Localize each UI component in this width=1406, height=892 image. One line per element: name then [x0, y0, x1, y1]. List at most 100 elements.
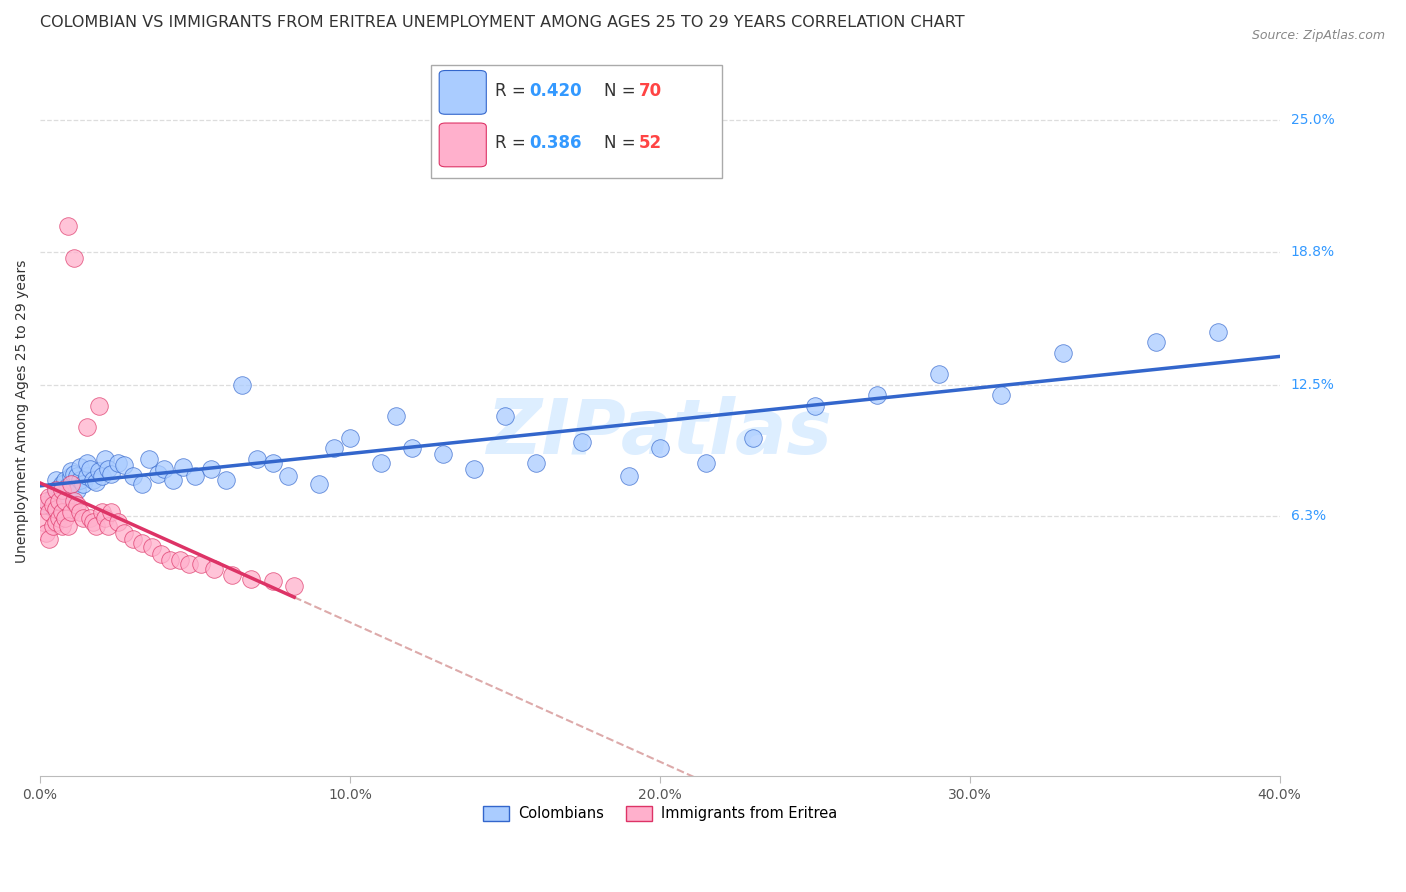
Point [53, 511, 76, 525]
Point [53, 494, 76, 508]
Point [35, 525, 58, 540]
Point [91, 468, 114, 483]
Point [76, 468, 98, 483]
Point [184, 468, 207, 483]
Point [51, 504, 73, 518]
Point [66, 498, 89, 512]
Point [385, 409, 408, 424]
Point [524, 456, 547, 470]
Point [122, 532, 145, 546]
Point [84, 519, 107, 533]
Point [100, 504, 122, 518]
Point [72, 511, 94, 525]
Point [63, 475, 86, 489]
Point [51, 488, 73, 502]
Point [51, 477, 73, 491]
Point [866, 388, 889, 402]
Point [41, 498, 63, 512]
Point [146, 467, 169, 481]
Point [463, 462, 485, 476]
Point [571, 434, 593, 449]
Point [91, 504, 114, 518]
Point [401, 441, 423, 455]
Point [56, 479, 79, 493]
Point [76, 456, 98, 470]
Text: 0.420: 0.420 [530, 82, 582, 100]
Point [162, 473, 184, 487]
Text: ZIPatlas: ZIPatlas [486, 396, 832, 470]
Point [48, 494, 70, 508]
Text: 0.386: 0.386 [530, 135, 582, 153]
Point [741, 431, 763, 445]
Point [990, 388, 1012, 402]
Point [63, 494, 86, 508]
Point [138, 451, 160, 466]
Point [87, 399, 110, 413]
Text: R =: R = [495, 135, 531, 153]
Point [84, 475, 107, 489]
Point [370, 456, 392, 470]
Point [1144, 335, 1167, 350]
Point [94, 511, 117, 525]
FancyBboxPatch shape [430, 65, 721, 178]
Point [35, 494, 58, 508]
Point [38, 532, 60, 546]
Point [60, 504, 83, 518]
Point [38, 504, 60, 518]
Point [803, 399, 825, 413]
Point [79, 462, 101, 476]
Text: R =: R = [495, 82, 531, 100]
Text: 70: 70 [638, 82, 662, 100]
Point [648, 441, 671, 455]
Point [494, 409, 516, 424]
Point [51, 483, 73, 498]
Point [200, 462, 222, 476]
Point [56, 219, 79, 234]
Text: 25.0%: 25.0% [1291, 113, 1334, 128]
Point [76, 420, 98, 434]
Point [41, 490, 63, 504]
Point [262, 574, 284, 589]
Point [190, 558, 212, 572]
Point [45, 502, 67, 516]
Point [122, 468, 145, 483]
Point [246, 451, 269, 466]
Point [69, 504, 91, 518]
Point [32, 515, 55, 529]
Point [63, 251, 86, 265]
Point [221, 568, 243, 582]
Point [60, 477, 83, 491]
Point [79, 511, 101, 525]
Point [617, 468, 640, 483]
Y-axis label: Unemployment Among Ages 25 to 29 years: Unemployment Among Ages 25 to 29 years [15, 260, 30, 563]
Point [66, 468, 89, 483]
Point [308, 477, 330, 491]
Point [97, 519, 120, 533]
FancyBboxPatch shape [439, 123, 486, 167]
Point [131, 536, 153, 550]
Point [202, 561, 225, 575]
Point [48, 494, 70, 508]
Point [177, 558, 200, 572]
Point [169, 553, 191, 567]
Point [45, 483, 67, 498]
Text: N =: N = [605, 82, 641, 100]
Point [100, 467, 122, 481]
Point [323, 441, 346, 455]
Point [695, 456, 717, 470]
Point [262, 456, 284, 470]
Point [53, 473, 76, 487]
Point [48, 481, 70, 495]
Point [69, 460, 91, 475]
Point [38, 498, 60, 512]
Point [1206, 325, 1229, 339]
Point [72, 477, 94, 491]
Text: 52: 52 [638, 135, 662, 153]
Point [277, 468, 299, 483]
Point [66, 483, 89, 498]
Point [56, 519, 79, 533]
Point [32, 498, 55, 512]
Text: Source: ZipAtlas.com: Source: ZipAtlas.com [1251, 29, 1385, 42]
Point [45, 473, 67, 487]
Point [112, 458, 135, 472]
